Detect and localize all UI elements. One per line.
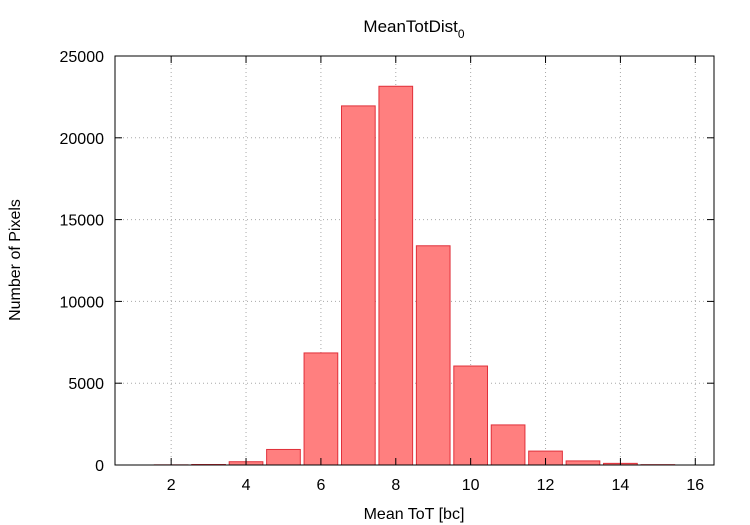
x-tick-label: 8 bbox=[391, 477, 400, 494]
y-tick-label: 20000 bbox=[60, 131, 105, 148]
bar bbox=[415, 245, 451, 466]
y-tick-label: 5000 bbox=[68, 376, 104, 393]
chart-title-text: MeanTotDist bbox=[363, 17, 458, 36]
x-tick-label: 6 bbox=[316, 477, 325, 494]
bar bbox=[303, 352, 339, 466]
y-axis-title: Number of Pixels bbox=[7, 199, 24, 321]
x-tick-label: 14 bbox=[612, 477, 630, 494]
x-tick-label: 2 bbox=[167, 477, 176, 494]
x-tick-label: 4 bbox=[242, 477, 251, 494]
chart-title: MeanTotDist0 bbox=[363, 17, 464, 41]
x-tick-label: 16 bbox=[686, 477, 704, 494]
x-tick-label: 12 bbox=[537, 477, 555, 494]
ticks bbox=[115, 55, 714, 466]
bar bbox=[490, 424, 526, 466]
bars bbox=[153, 85, 676, 466]
y-tick-label: 0 bbox=[95, 458, 104, 475]
y-tick-label: 10000 bbox=[60, 294, 105, 311]
y-tick-label: 15000 bbox=[60, 213, 105, 230]
tick-labels: 2 4 6 8 10 12 14 16 0 5000 10000 15000 20000 25000 bbox=[60, 49, 705, 494]
bar bbox=[266, 448, 301, 466]
bar bbox=[340, 105, 376, 466]
grid bbox=[115, 55, 714, 465]
bar bbox=[565, 460, 601, 466]
plot-frame bbox=[114, 55, 715, 466]
chart-title-subscript: 0 bbox=[458, 27, 465, 41]
x-axis-title: Mean ToT [bc] bbox=[364, 506, 465, 523]
y-tick-label: 25000 bbox=[60, 49, 105, 66]
bar bbox=[453, 365, 489, 466]
bar bbox=[378, 85, 414, 466]
x-tick-label: 10 bbox=[462, 477, 480, 494]
